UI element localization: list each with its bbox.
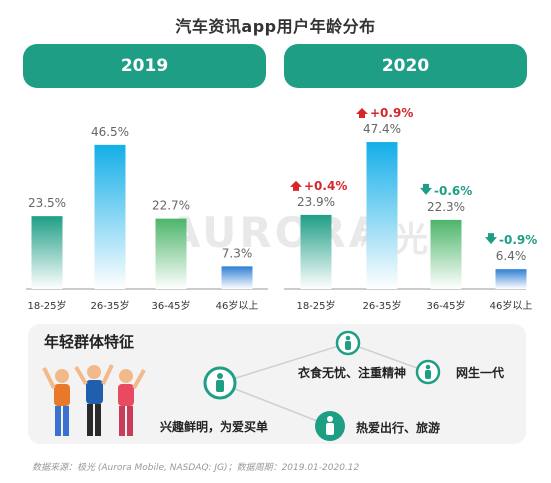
bar — [300, 214, 332, 289]
bar-value-label: 47.4% — [363, 122, 401, 136]
bar-value-label: 46.5% — [91, 125, 129, 139]
bar — [221, 266, 253, 289]
feature-text: 热爱出行、旅游 — [356, 421, 441, 435]
bar-value-label: 22.3% — [427, 200, 465, 214]
down-arrow-icon — [420, 183, 432, 195]
feature-text: 兴趣鲜明，为爱买单 — [160, 420, 269, 434]
category-label: 46岁以上 — [216, 299, 259, 312]
up-arrow-icon — [290, 180, 302, 191]
category-label: 26-35岁 — [362, 299, 401, 312]
change-label: -0.6% — [434, 184, 472, 198]
category-label: 46岁以上 — [490, 299, 533, 312]
features-panel-title: 年轻群体特征 — [44, 333, 135, 351]
bar — [155, 218, 187, 289]
category-label: 18-25岁 — [296, 299, 335, 312]
bar-value-label: 22.7% — [152, 199, 190, 213]
source-note: 数据来源：极光 (Aurora Mobile, NASDAQ: JG)；数据周期… — [32, 463, 360, 473]
category-label: 18-25岁 — [27, 299, 66, 312]
category-label: 36-45岁 — [426, 299, 465, 312]
category-label: 36-45岁 — [151, 299, 190, 312]
feature-text: 衣食无忧、注重精神 — [298, 366, 407, 380]
bar-value-label: 7.3% — [222, 246, 253, 260]
bar — [366, 142, 398, 289]
age-distribution-chart: 23.5% 18-25岁 46.5% 26-35岁 22.7% 36-45岁 7.3% 46岁… — [26, 106, 537, 312]
change-label: +0.9% — [370, 106, 413, 120]
change-label: -0.9% — [499, 233, 537, 247]
bar-value-label: 23.9% — [297, 195, 335, 209]
feature-text: 网生一代 — [456, 366, 505, 380]
bar-value-label: 6.4% — [496, 249, 527, 263]
year-pill-2020: 2020 — [284, 44, 527, 88]
page-title: 汽车资讯app用户年龄分布 — [175, 17, 376, 36]
bar — [31, 216, 63, 289]
down-arrow-icon — [485, 233, 497, 245]
year-pill-2019: 2019 — [23, 44, 266, 88]
up-arrow-icon — [356, 108, 368, 119]
bar-value-label: 23.5% — [28, 196, 66, 210]
category-label: 26-35岁 — [90, 299, 129, 312]
bar — [430, 219, 462, 289]
bar — [94, 144, 126, 289]
change-label: +0.4% — [304, 179, 347, 193]
bar — [495, 269, 527, 289]
watermark: AURORA — [168, 208, 385, 257]
